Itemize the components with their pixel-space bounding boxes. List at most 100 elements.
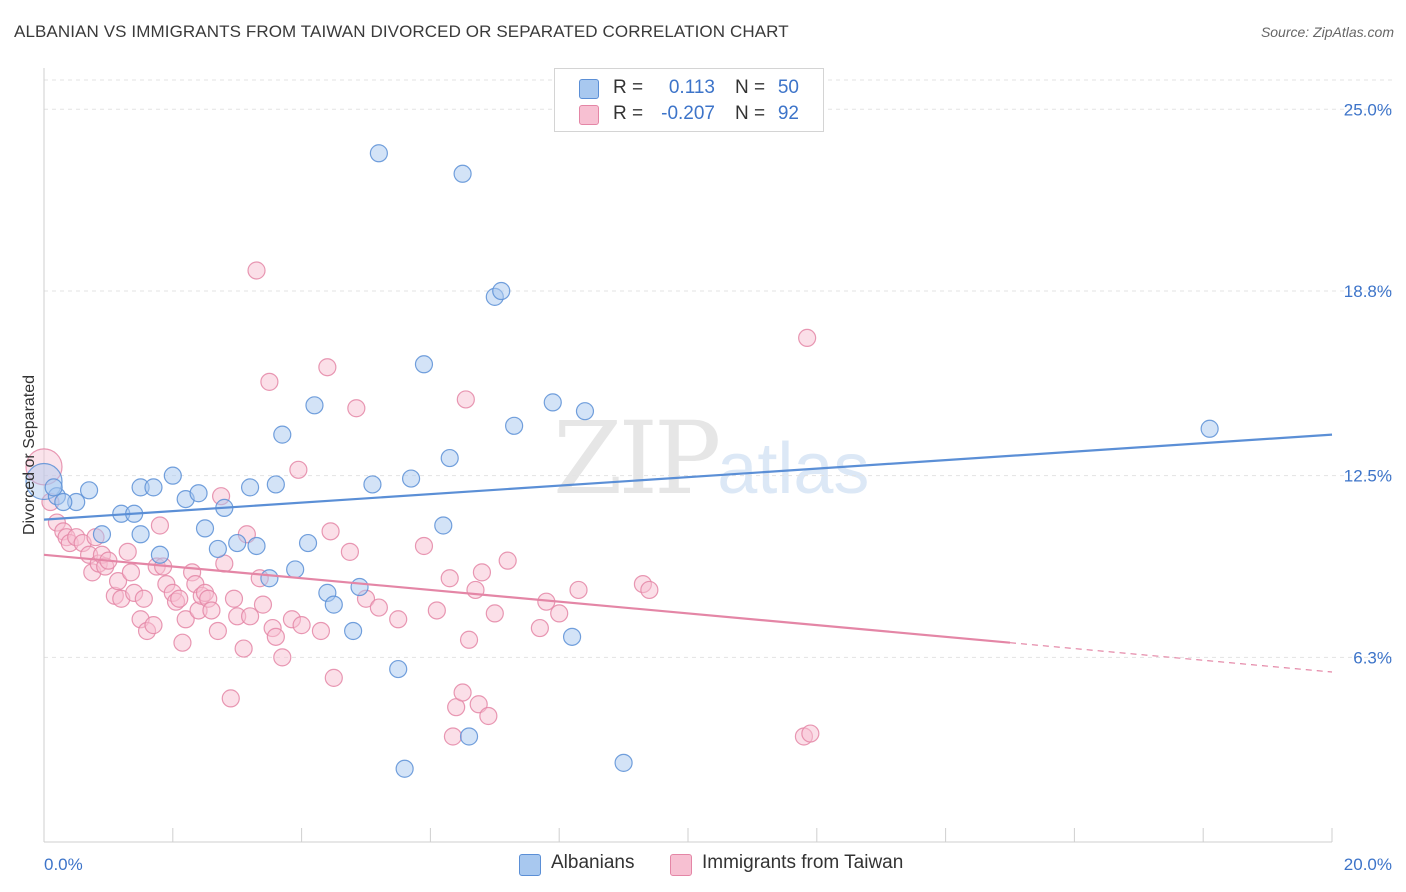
albanian-point: [614, 753, 633, 772]
taiwan-point: [260, 372, 279, 391]
albanian-point: [266, 475, 285, 494]
taiwan-point: [443, 727, 463, 746]
taiwan-point: [340, 542, 359, 561]
albanian-point: [273, 425, 292, 444]
albanian-point: [195, 519, 215, 538]
taiwan-point: [318, 358, 337, 377]
legend-n-label: N =: [735, 103, 766, 124]
albanian-point: [369, 144, 388, 163]
bottom-legend-label: Immigrants from Taiwan: [702, 852, 904, 873]
taiwan-point: [485, 604, 504, 623]
albanian-point: [163, 466, 182, 485]
taiwan-point: [456, 390, 475, 409]
watermark-zip: ZIP: [553, 400, 721, 517]
albanian-point: [562, 627, 582, 646]
taiwan-point: [118, 542, 137, 561]
legend-r-label: R =: [613, 103, 644, 124]
legend-row-albanians: R = 0.113 N = 50: [555, 75, 823, 101]
legend-n-value: 92: [777, 103, 799, 124]
taiwan-point: [798, 328, 817, 348]
albanian-point: [575, 402, 595, 421]
taiwan-point: [472, 563, 492, 582]
taiwan-point: [176, 610, 195, 629]
taiwan-point: [369, 598, 388, 617]
albanian-point: [305, 396, 324, 415]
albanian-point: [298, 533, 318, 553]
taiwan-point: [479, 706, 498, 726]
y-tick-label: 6.3%: [1353, 648, 1392, 667]
taiwan-point: [498, 551, 517, 570]
taiwan-point: [289, 460, 308, 479]
legend-n-label: N =: [735, 77, 766, 98]
taiwan-point: [170, 589, 189, 608]
correlation-legend: R = 0.113 N = 50 R = -0.207 N = 92: [554, 68, 824, 132]
taiwan-point: [550, 604, 569, 623]
gridlines: [44, 79, 1392, 658]
y-axis-tick-labels: 6.3% 12.5% 18.8% 25.0%: [1344, 100, 1392, 667]
albanian-point: [434, 516, 453, 535]
x-tick-label-max: 20.0%: [1344, 855, 1392, 874]
taiwan-point: [453, 683, 472, 702]
albanian-point: [44, 478, 63, 497]
taiwan-point: [459, 630, 479, 649]
taiwan-point: [530, 618, 549, 638]
albanian-point: [350, 577, 369, 597]
taiwan-point: [247, 261, 266, 280]
legend-swatch-albanians: [579, 79, 599, 99]
taiwan-point: [221, 689, 240, 708]
albanian-point: [228, 533, 247, 553]
albanian-point: [440, 448, 459, 468]
albanian-point: [208, 539, 227, 559]
trend-line-1: [43, 553, 1011, 644]
legend-n-value: 50: [777, 77, 799, 98]
taiwan-point: [273, 648, 292, 667]
taiwan-point: [640, 580, 659, 600]
legend-r-value: 0.113: [668, 77, 715, 98]
x-axis-ticks: [43, 828, 1333, 842]
axes: [43, 68, 1332, 843]
albanian-point: [247, 536, 266, 556]
albanian-point: [1200, 419, 1219, 438]
albanian-point: [453, 164, 472, 183]
taiwan-point: [801, 724, 820, 743]
bottom-legend-swatch-taiwan: [670, 854, 692, 876]
albanian-point: [240, 478, 260, 497]
taiwan-point: [266, 627, 285, 646]
source-label: Source: ZipAtlas.com: [1260, 24, 1394, 40]
taiwan-point: [144, 616, 163, 635]
taiwan-point: [253, 595, 273, 614]
taiwan-point: [173, 633, 192, 652]
albanian-point: [543, 393, 562, 412]
trend-line-0: [43, 433, 1333, 521]
taiwan-point: [324, 668, 343, 687]
bottom-legend-swatch-albanians: [519, 854, 541, 876]
taiwan-point: [414, 536, 434, 556]
taiwan-point: [134, 589, 153, 608]
taiwan-point: [224, 589, 244, 608]
albanian-point: [54, 492, 73, 512]
albanian-point: [286, 560, 305, 579]
taiwan-point: [202, 601, 221, 620]
albanian-point: [344, 621, 363, 641]
albanian-point: [189, 484, 208, 503]
taiwan-point: [569, 580, 588, 600]
albanian-point: [401, 469, 421, 488]
x-tick-label-min: 0.0%: [44, 855, 83, 874]
albanian-point: [414, 355, 434, 374]
trend-line-extension-1: [1009, 642, 1333, 673]
y-axis-label: Divorced or Separated: [21, 375, 38, 535]
albanian-point: [79, 481, 99, 500]
taiwan-point: [208, 621, 227, 641]
taiwan-points: [25, 261, 820, 746]
y-tick-label: 25.0%: [1344, 100, 1392, 119]
taiwan-point: [25, 448, 63, 486]
albanian-point: [363, 475, 382, 494]
y-tick-label: 18.8%: [1344, 282, 1392, 301]
chart-title: ALBANIAN VS IMMIGRANTS FROM TAIWAN DIVOR…: [14, 22, 789, 41]
albanian-points: [25, 144, 1219, 778]
taiwan-point: [321, 522, 340, 541]
taiwan-point: [311, 621, 331, 641]
albanian-point: [92, 525, 112, 544]
albanian-point: [260, 569, 279, 588]
albanian-point: [492, 281, 511, 301]
